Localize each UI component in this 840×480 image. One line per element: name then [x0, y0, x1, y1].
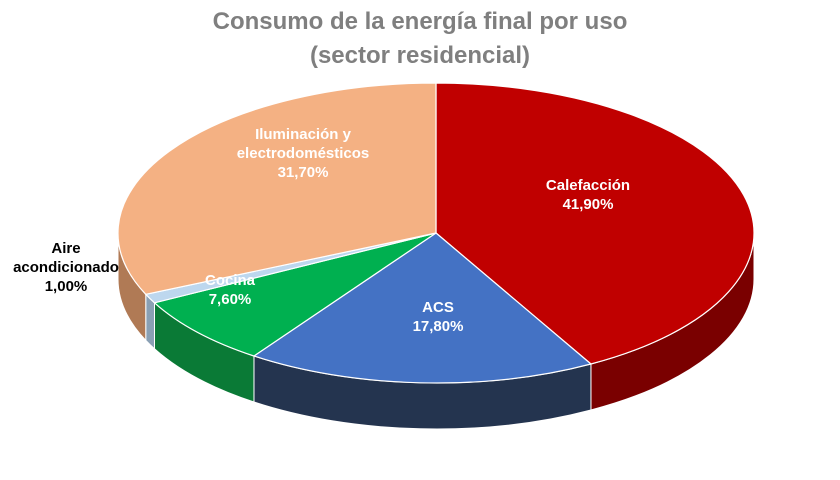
- pie-label-layer: Calefacción 41,90% ACS 17,80% Cocina 7,60% Air…: [13, 126, 630, 335]
- data-label-line: Iluminación y: [255, 126, 352, 143]
- data-label-line: 17,80%: [413, 318, 464, 335]
- data-label-line: electrodomésticos: [237, 145, 370, 162]
- data-label-aire-acondicionado: Aire acondicionado 1,00%: [13, 240, 119, 295]
- data-label-line: 41,90%: [563, 196, 614, 213]
- chart-title-line-2: (sector residencial): [309, 42, 531, 69]
- data-label-line: 1,00%: [45, 278, 88, 295]
- data-label-line: 7,60%: [209, 291, 252, 308]
- data-label-line: ACS: [422, 299, 454, 316]
- slice-acs: [252, 232, 593, 384]
- slice-iluminacion-y-electrodomesticos: [117, 82, 437, 295]
- chart-title-line-1: Consumo de la energía final por uso: [212, 8, 628, 35]
- slice-side-aire-acondicionado: [145, 293, 155, 350]
- data-label-line: Calefacción: [546, 177, 630, 194]
- data-label-iluminacion-y-electrodomesticos: Iluminación y electrodomésticos 31,70%: [237, 126, 370, 181]
- data-label-line: Aire: [51, 240, 80, 257]
- data-label-line: Cocina: [205, 272, 256, 289]
- slice-calefaccion: [435, 82, 755, 365]
- data-label-line: acondicionado: [13, 259, 119, 276]
- pie-top-layer: [117, 82, 755, 384]
- pie-side-layer: [117, 232, 755, 430]
- data-label-calefaccion: Calefacción 41,90%: [546, 177, 630, 213]
- data-label-cocina: Cocina 7,60%: [205, 272, 256, 308]
- data-label-line: 31,70%: [278, 164, 329, 181]
- slice-cocina: [153, 232, 437, 357]
- data-label-acs: ACS 17,80%: [413, 299, 464, 335]
